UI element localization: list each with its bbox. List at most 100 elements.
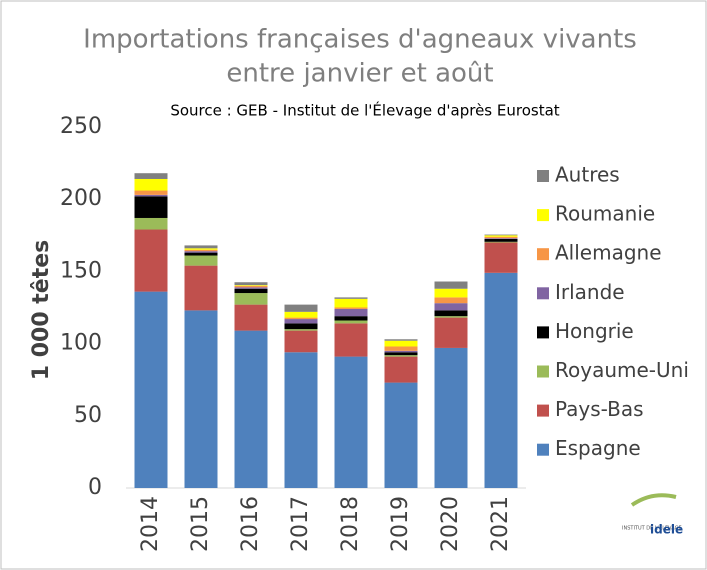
y-tick-label: 0 — [88, 475, 102, 500]
bar-segment — [484, 242, 518, 273]
legend-label: Hongrie — [555, 319, 634, 343]
logo-text: INSTITUT DE L'ÉLEVAGE — [622, 524, 682, 532]
bar-segment — [284, 317, 318, 320]
legend-swatch — [537, 443, 549, 456]
x-tick-label: 2016 — [238, 496, 263, 552]
bar-segment — [334, 308, 368, 317]
bar-segment — [334, 316, 368, 321]
bar-segment — [234, 288, 268, 294]
legend-label: Allemagne — [555, 241, 662, 265]
bar-segment — [284, 304, 318, 312]
bar-segment — [284, 330, 318, 353]
bar-segment — [184, 265, 218, 311]
y-tick-label: 250 — [60, 114, 102, 139]
legend-swatch — [537, 404, 549, 417]
legend-label: Royaume-Uni — [555, 358, 689, 382]
bar-segment — [484, 272, 518, 488]
legend-label: Espagne — [555, 436, 641, 460]
y-tick-label: 200 — [60, 186, 102, 211]
bar-segment — [134, 291, 168, 488]
logo-text: idele — [650, 523, 683, 537]
bar-segment — [284, 311, 318, 318]
legend-swatch — [537, 248, 549, 261]
x-tick-label: 2021 — [488, 496, 513, 552]
x-tick-label: 2018 — [338, 496, 363, 552]
bar-segment — [184, 255, 218, 266]
bar-segment — [384, 350, 418, 353]
x-tick-label: 2015 — [188, 496, 213, 552]
chart-title: Importations françaises d'agneaux vivant… — [83, 25, 637, 55]
y-axis-label: 1 000 têtes — [29, 240, 54, 381]
bar-segment — [434, 281, 468, 289]
x-tick-label: 2017 — [288, 496, 313, 552]
bar-segment — [334, 297, 368, 299]
y-tick-label: 150 — [60, 258, 102, 283]
legend-label: Irlande — [555, 280, 625, 304]
bar-segment — [234, 287, 268, 289]
bar-segment — [234, 282, 268, 286]
chart-title: entre janvier et août — [226, 59, 493, 89]
bar-segment — [184, 248, 218, 250]
bar-segment — [334, 356, 368, 488]
bar-segment — [234, 330, 268, 488]
bar-segment — [134, 178, 168, 191]
bar-segment — [484, 241, 518, 243]
legend-label: Autres — [555, 163, 620, 187]
bar-segment — [434, 288, 468, 298]
bar-segment — [234, 304, 268, 331]
bar-segment — [334, 307, 368, 309]
bar-segment — [134, 173, 168, 179]
y-tick-label: 100 — [60, 331, 102, 356]
bar-segment — [434, 316, 468, 318]
bar-segment — [434, 347, 468, 488]
bar-segment — [134, 190, 168, 195]
bar-segment — [284, 352, 318, 488]
bar-segment — [134, 229, 168, 292]
bar-segment — [134, 194, 168, 197]
logo-swoosh — [630, 493, 677, 507]
legend-swatch — [537, 287, 549, 300]
bar-segment — [134, 196, 168, 218]
bar-segment — [334, 298, 368, 308]
bar-segment — [484, 238, 518, 242]
bar-segment — [384, 356, 418, 383]
bar-segment — [384, 352, 418, 356]
bar-segment — [384, 339, 418, 341]
legend-swatch — [537, 365, 549, 378]
legend-label: Roumanie — [555, 202, 655, 226]
bar-segment — [284, 329, 318, 331]
bar-segment — [334, 320, 368, 324]
bar-segment — [434, 317, 468, 348]
bar-segment — [184, 245, 218, 249]
bar-segment — [434, 303, 468, 311]
bar-segment — [184, 310, 218, 488]
legend-swatch — [537, 209, 549, 222]
bar-segment — [134, 217, 168, 230]
x-tick-label: 2019 — [388, 496, 413, 552]
bar-segment — [234, 285, 268, 288]
bar-segment — [284, 323, 318, 330]
x-tick-label: 2020 — [438, 496, 463, 552]
bar-segment — [334, 323, 368, 357]
legend-label: Pays-Bas — [555, 397, 644, 421]
bar-segment — [284, 319, 318, 324]
chart-subtitle: Source : GEB - Institut de l'Élevage d'a… — [170, 101, 559, 120]
bar-segment — [184, 252, 218, 256]
legend-swatch — [537, 170, 549, 182]
bar-segment — [484, 236, 518, 239]
bar-segment — [384, 340, 418, 347]
bar-segment — [484, 238, 518, 239]
bar-segment — [234, 285, 268, 286]
y-tick-label: 50 — [74, 403, 102, 428]
legend-swatch — [537, 326, 549, 339]
bar-segment — [384, 355, 418, 357]
bar-segment — [184, 249, 218, 252]
bar-segment — [184, 251, 218, 253]
bar-segment — [384, 382, 418, 488]
bar-segment — [434, 297, 468, 304]
x-tick-label: 2014 — [138, 496, 163, 552]
bar-segment — [484, 234, 518, 236]
bar-segment — [234, 293, 268, 305]
bar-segment — [384, 346, 418, 351]
